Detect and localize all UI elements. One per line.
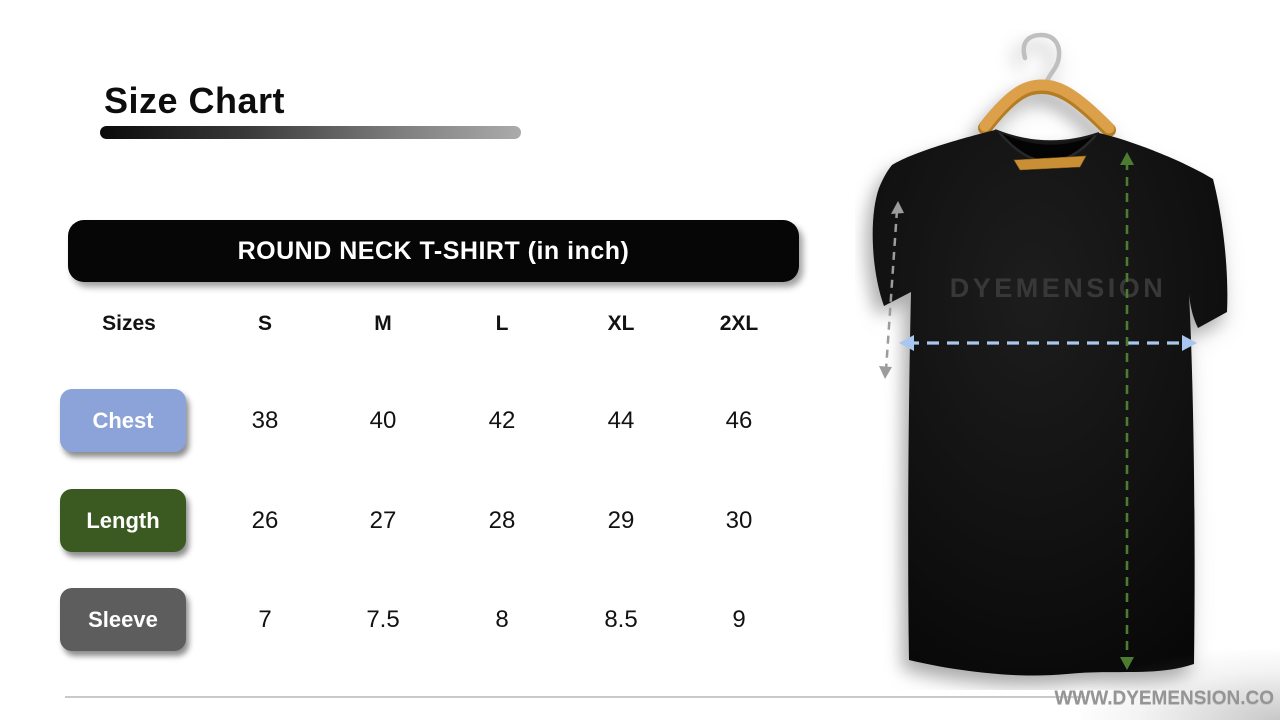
length-value-s: 26 (251, 507, 279, 534)
shirt-brand-text: DYEMENSION (950, 273, 1167, 303)
sleeve-arrow (884, 209, 899, 371)
tshirt-body (872, 130, 1228, 676)
hanger-wood (979, 79, 1115, 134)
row-label-sleeve: Sleeve (60, 588, 186, 651)
sleeve-arrowhead-bottom (879, 366, 892, 379)
collar-outer-line (994, 129, 1100, 143)
row-label-chest: Chest (60, 389, 186, 452)
column-header-m: M (374, 312, 392, 335)
footer-divider (65, 696, 1085, 698)
table-title-bar: ROUND NECK T-SHIRT (in inch) (68, 220, 799, 282)
page-title: Size Chart (104, 80, 286, 121)
sleeve-arrowhead-top (891, 201, 904, 214)
tshirt-graphic: DYEMENSION (872, 32, 1228, 676)
sleeve-value-xl: 8.5 (604, 606, 638, 633)
sleeve-value-l: 8 (495, 606, 509, 633)
chest-value-l: 42 (488, 407, 516, 434)
column-header-2xl: 2XL (719, 312, 759, 335)
chest-value-xl: 44 (607, 407, 635, 434)
column-header-sizes: Sizes (102, 312, 156, 335)
sleeve-value-s: 7 (258, 606, 272, 633)
length-value-2xl: 30 (725, 507, 753, 534)
title-underline (100, 126, 521, 139)
watermark-url: WWW.DYEMENSION.CO (1054, 688, 1274, 709)
length-value-xl: 29 (607, 507, 635, 534)
column-header-l: L (495, 312, 509, 335)
length-arrowhead-top (1120, 152, 1134, 165)
chest-arrowhead-left (899, 335, 914, 351)
chest-value-2xl: 46 (725, 407, 753, 434)
chest-value-s: 38 (251, 407, 279, 434)
measurement-arrows (879, 152, 1197, 670)
column-header-xl: XL (607, 312, 635, 335)
chest-value-m: 40 (369, 407, 397, 434)
length-arrowhead-bottom (1120, 657, 1134, 670)
table-title-text: ROUND NECK T-SHIRT (in inch) (237, 236, 630, 265)
hanger-collar-bar (1013, 155, 1087, 171)
sleeve-value-2xl: 9 (732, 606, 746, 633)
column-header-s: S (257, 312, 273, 335)
length-value-l: 28 (488, 507, 516, 534)
length-value-m: 27 (369, 507, 397, 534)
sleeve-value-m: 7.5 (366, 606, 400, 633)
chest-arrowhead-right (1182, 335, 1197, 351)
row-label-length: Length (60, 489, 186, 552)
hanger-hook-icon (1021, 32, 1062, 94)
